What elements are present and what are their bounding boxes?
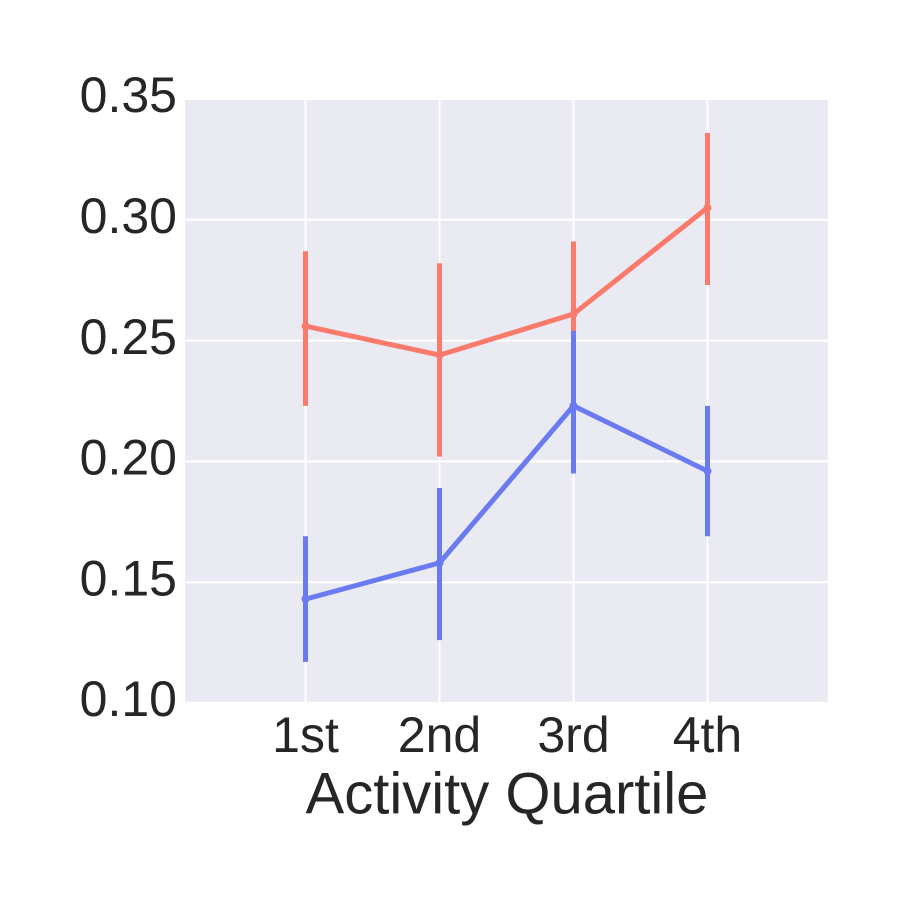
x-tick-label: 2nd bbox=[398, 707, 481, 763]
x-tick-label: 4th bbox=[673, 707, 743, 763]
x-tick-label: 3rd bbox=[537, 707, 609, 763]
point bbox=[569, 401, 578, 410]
x-axis-label: Activity Quartile bbox=[306, 761, 709, 826]
point bbox=[703, 467, 712, 476]
y-tick-label: 0.15 bbox=[80, 550, 177, 606]
y-tick-label: 0.30 bbox=[80, 188, 177, 244]
point bbox=[301, 322, 310, 331]
y-tick-label: 0.25 bbox=[80, 309, 177, 365]
y-tick-label: 0.20 bbox=[80, 430, 177, 486]
point bbox=[301, 595, 310, 604]
point bbox=[435, 351, 444, 360]
point bbox=[435, 558, 444, 567]
x-tick-label: 1st bbox=[272, 707, 339, 763]
series-line bbox=[304, 205, 710, 358]
series-line bbox=[304, 402, 709, 602]
plot-area bbox=[185, 99, 828, 703]
y-tick-label: 0.35 bbox=[80, 67, 177, 123]
point bbox=[703, 203, 712, 212]
point bbox=[569, 310, 578, 319]
y-tick-label: 0.10 bbox=[80, 671, 177, 727]
